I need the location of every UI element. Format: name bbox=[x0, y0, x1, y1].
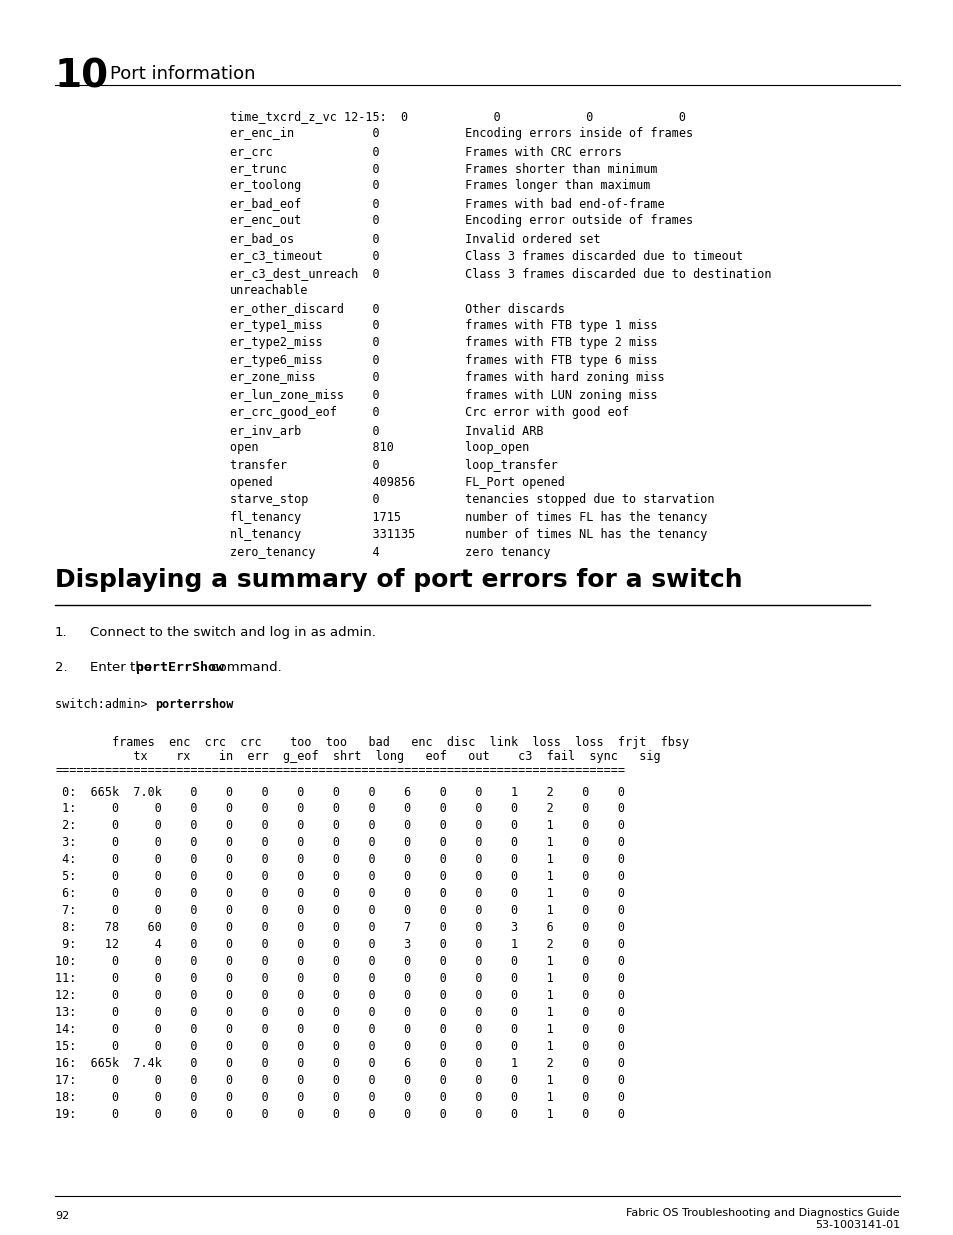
Text: fl_tenancy          1715         number of times FL has the tenancy: fl_tenancy 1715 number of times FL has t… bbox=[230, 511, 706, 524]
Text: 1.: 1. bbox=[55, 626, 68, 638]
Text: er_bad_os           0            Invalid ordered set: er_bad_os 0 Invalid ordered set bbox=[230, 232, 599, 245]
Text: er_inv_arb          0            Invalid ARB: er_inv_arb 0 Invalid ARB bbox=[230, 424, 543, 437]
Text: transfer            0            loop_transfer: transfer 0 loop_transfer bbox=[230, 458, 558, 472]
Text: opened              409856       FL_Port opened: opened 409856 FL_Port opened bbox=[230, 475, 564, 489]
Text: er_other_discard    0            Other discards: er_other_discard 0 Other discards bbox=[230, 301, 564, 315]
Text: Fabric OS Troubleshooting and Diagnostics Guide
53-1003141-01: Fabric OS Troubleshooting and Diagnostic… bbox=[626, 1208, 899, 1230]
Text: 5:     0     0    0    0    0    0    0    0    0    0    0    0    1    0    0: 5: 0 0 0 0 0 0 0 0 0 0 0 0 1 0 0 bbox=[55, 871, 624, 883]
Text: Connect to the switch and log in as admin.: Connect to the switch and log in as admi… bbox=[90, 626, 375, 638]
Text: er_zone_miss        0            frames with hard zoning miss: er_zone_miss 0 frames with hard zoning m… bbox=[230, 372, 664, 384]
Text: 14:     0     0    0    0    0    0    0    0    0    0    0    0    1    0    0: 14: 0 0 0 0 0 0 0 0 0 0 0 0 1 0 0 bbox=[55, 1023, 624, 1036]
Text: er_c3_timeout       0            Class 3 frames discarded due to timeout: er_c3_timeout 0 Class 3 frames discarded… bbox=[230, 249, 742, 262]
Text: Displaying a summary of port errors for a switch: Displaying a summary of port errors for … bbox=[55, 568, 741, 593]
Text: 13:     0     0    0    0    0    0    0    0    0    0    0    0    1    0    0: 13: 0 0 0 0 0 0 0 0 0 0 0 0 1 0 0 bbox=[55, 1005, 624, 1019]
Text: command.: command. bbox=[207, 661, 281, 674]
Text: 92: 92 bbox=[55, 1212, 70, 1221]
Text: 18:     0     0    0    0    0    0    0    0    0    0    0    0    1    0    0: 18: 0 0 0 0 0 0 0 0 0 0 0 0 1 0 0 bbox=[55, 1091, 624, 1104]
Text: starve_stop         0            tenancies stopped due to starvation: starve_stop 0 tenancies stopped due to s… bbox=[230, 494, 714, 506]
Text: er_enc_in           0            Encoding errors inside of frames: er_enc_in 0 Encoding errors inside of fr… bbox=[230, 127, 693, 140]
Text: er_enc_out          0            Encoding error outside of frames: er_enc_out 0 Encoding error outside of f… bbox=[230, 215, 693, 227]
Text: 19:     0     0    0    0    0    0    0    0    0    0    0    0    1    0    0: 19: 0 0 0 0 0 0 0 0 0 0 0 0 1 0 0 bbox=[55, 1108, 624, 1120]
Text: er_c3_dest_unreach  0            Class 3 frames discarded due to destination: er_c3_dest_unreach 0 Class 3 frames disc… bbox=[230, 267, 771, 279]
Text: er_type6_miss       0            frames with FTB type 6 miss: er_type6_miss 0 frames with FTB type 6 m… bbox=[230, 354, 657, 367]
Text: nl_tenancy          331135       number of times NL has the tenancy: nl_tenancy 331135 number of times NL has… bbox=[230, 529, 706, 541]
Text: portErrShow: portErrShow bbox=[136, 661, 224, 674]
Text: 0:  665k  7.0k    0    0    0    0    0    0    6    0    0    1    2    0    0: 0: 665k 7.0k 0 0 0 0 0 0 6 0 0 1 2 0 0 bbox=[55, 785, 624, 799]
Text: 9:    12     4    0    0    0    0    0    0    3    0    0    1    2    0    0: 9: 12 4 0 0 0 0 0 0 3 0 0 1 2 0 0 bbox=[55, 939, 624, 951]
Text: er_lun_zone_miss    0            frames with LUN zoning miss: er_lun_zone_miss 0 frames with LUN zonin… bbox=[230, 389, 657, 401]
Text: er_type1_miss       0            frames with FTB type 1 miss: er_type1_miss 0 frames with FTB type 1 m… bbox=[230, 319, 657, 332]
Text: 12:     0     0    0    0    0    0    0    0    0    0    0    0    1    0    0: 12: 0 0 0 0 0 0 0 0 0 0 0 0 1 0 0 bbox=[55, 989, 624, 1002]
Text: er_crc              0            Frames with CRC errors: er_crc 0 Frames with CRC errors bbox=[230, 144, 621, 158]
Text: ================================================================================: ========================================… bbox=[55, 763, 624, 777]
Text: er_crc_good_eof     0            Crc error with good eof: er_crc_good_eof 0 Crc error with good eo… bbox=[230, 406, 628, 419]
Text: 16:  665k  7.4k    0    0    0    0    0    0    6    0    0    1    2    0    0: 16: 665k 7.4k 0 0 0 0 0 0 6 0 0 1 2 0 0 bbox=[55, 1057, 624, 1070]
Text: zero_tenancy        4            zero tenancy: zero_tenancy 4 zero tenancy bbox=[230, 546, 550, 558]
Text: 7:     0     0    0    0    0    0    0    0    0    0    0    0    1    0    0: 7: 0 0 0 0 0 0 0 0 0 0 0 0 1 0 0 bbox=[55, 904, 624, 918]
Text: 6:     0     0    0    0    0    0    0    0    0    0    0    0    1    0    0: 6: 0 0 0 0 0 0 0 0 0 0 0 0 1 0 0 bbox=[55, 887, 624, 900]
Text: Enter the: Enter the bbox=[90, 661, 156, 674]
Text: er_trunc            0            Frames shorter than minimum: er_trunc 0 Frames shorter than minimum bbox=[230, 162, 657, 175]
Text: frames  enc  crc  crc    too  too   bad   enc  disc  link  loss  loss  frjt  fbs: frames enc crc crc too too bad enc disc … bbox=[55, 736, 688, 748]
Text: open                810          loop_open: open 810 loop_open bbox=[230, 441, 529, 454]
Text: unreachable: unreachable bbox=[230, 284, 308, 298]
Text: 1:     0     0    0    0    0    0    0    0    0    0    0    0    2    0    0: 1: 0 0 0 0 0 0 0 0 0 0 0 0 2 0 0 bbox=[55, 803, 624, 815]
Text: 15:     0     0    0    0    0    0    0    0    0    0    0    0    1    0    0: 15: 0 0 0 0 0 0 0 0 0 0 0 0 1 0 0 bbox=[55, 1040, 624, 1052]
Text: porterrshow: porterrshow bbox=[154, 698, 233, 711]
Text: 3:     0     0    0    0    0    0    0    0    0    0    0    0    1    0    0: 3: 0 0 0 0 0 0 0 0 0 0 0 0 1 0 0 bbox=[55, 836, 624, 850]
Text: 2:     0     0    0    0    0    0    0    0    0    0    0    0    1    0    0: 2: 0 0 0 0 0 0 0 0 0 0 0 0 1 0 0 bbox=[55, 819, 624, 832]
Text: er_bad_eof          0            Frames with bad end-of-frame: er_bad_eof 0 Frames with bad end-of-fram… bbox=[230, 196, 664, 210]
Text: 11:     0     0    0    0    0    0    0    0    0    0    0    0    1    0    0: 11: 0 0 0 0 0 0 0 0 0 0 0 0 1 0 0 bbox=[55, 972, 624, 986]
Text: 4:     0     0    0    0    0    0    0    0    0    0    0    0    1    0    0: 4: 0 0 0 0 0 0 0 0 0 0 0 0 1 0 0 bbox=[55, 853, 624, 866]
Text: 8:    78    60    0    0    0    0    0    0    7    0    0    3    6    0    0: 8: 78 60 0 0 0 0 0 0 7 0 0 3 6 0 0 bbox=[55, 921, 624, 934]
Text: time_txcrd_z_vc 12-15:  0            0            0            0: time_txcrd_z_vc 12-15: 0 0 0 0 bbox=[230, 110, 685, 122]
Text: 10: 10 bbox=[55, 58, 109, 96]
Text: er_type2_miss       0            frames with FTB type 2 miss: er_type2_miss 0 frames with FTB type 2 m… bbox=[230, 336, 657, 350]
Text: Port information: Port information bbox=[110, 64, 255, 83]
Text: er_toolong          0            Frames longer than maximum: er_toolong 0 Frames longer than maximum bbox=[230, 179, 650, 193]
Text: 2.: 2. bbox=[55, 661, 68, 674]
Text: 17:     0     0    0    0    0    0    0    0    0    0    0    0    1    0    0: 17: 0 0 0 0 0 0 0 0 0 0 0 0 1 0 0 bbox=[55, 1073, 624, 1087]
Text: switch:admin>: switch:admin> bbox=[55, 698, 154, 711]
Text: tx    rx    in  err  g_eof  shrt  long   eof   out    c3  fail  sync   sig: tx rx in err g_eof shrt long eof out c3 … bbox=[55, 750, 659, 763]
Text: 10:     0     0    0    0    0    0    0    0    0    0    0    0    1    0    0: 10: 0 0 0 0 0 0 0 0 0 0 0 0 1 0 0 bbox=[55, 955, 624, 968]
